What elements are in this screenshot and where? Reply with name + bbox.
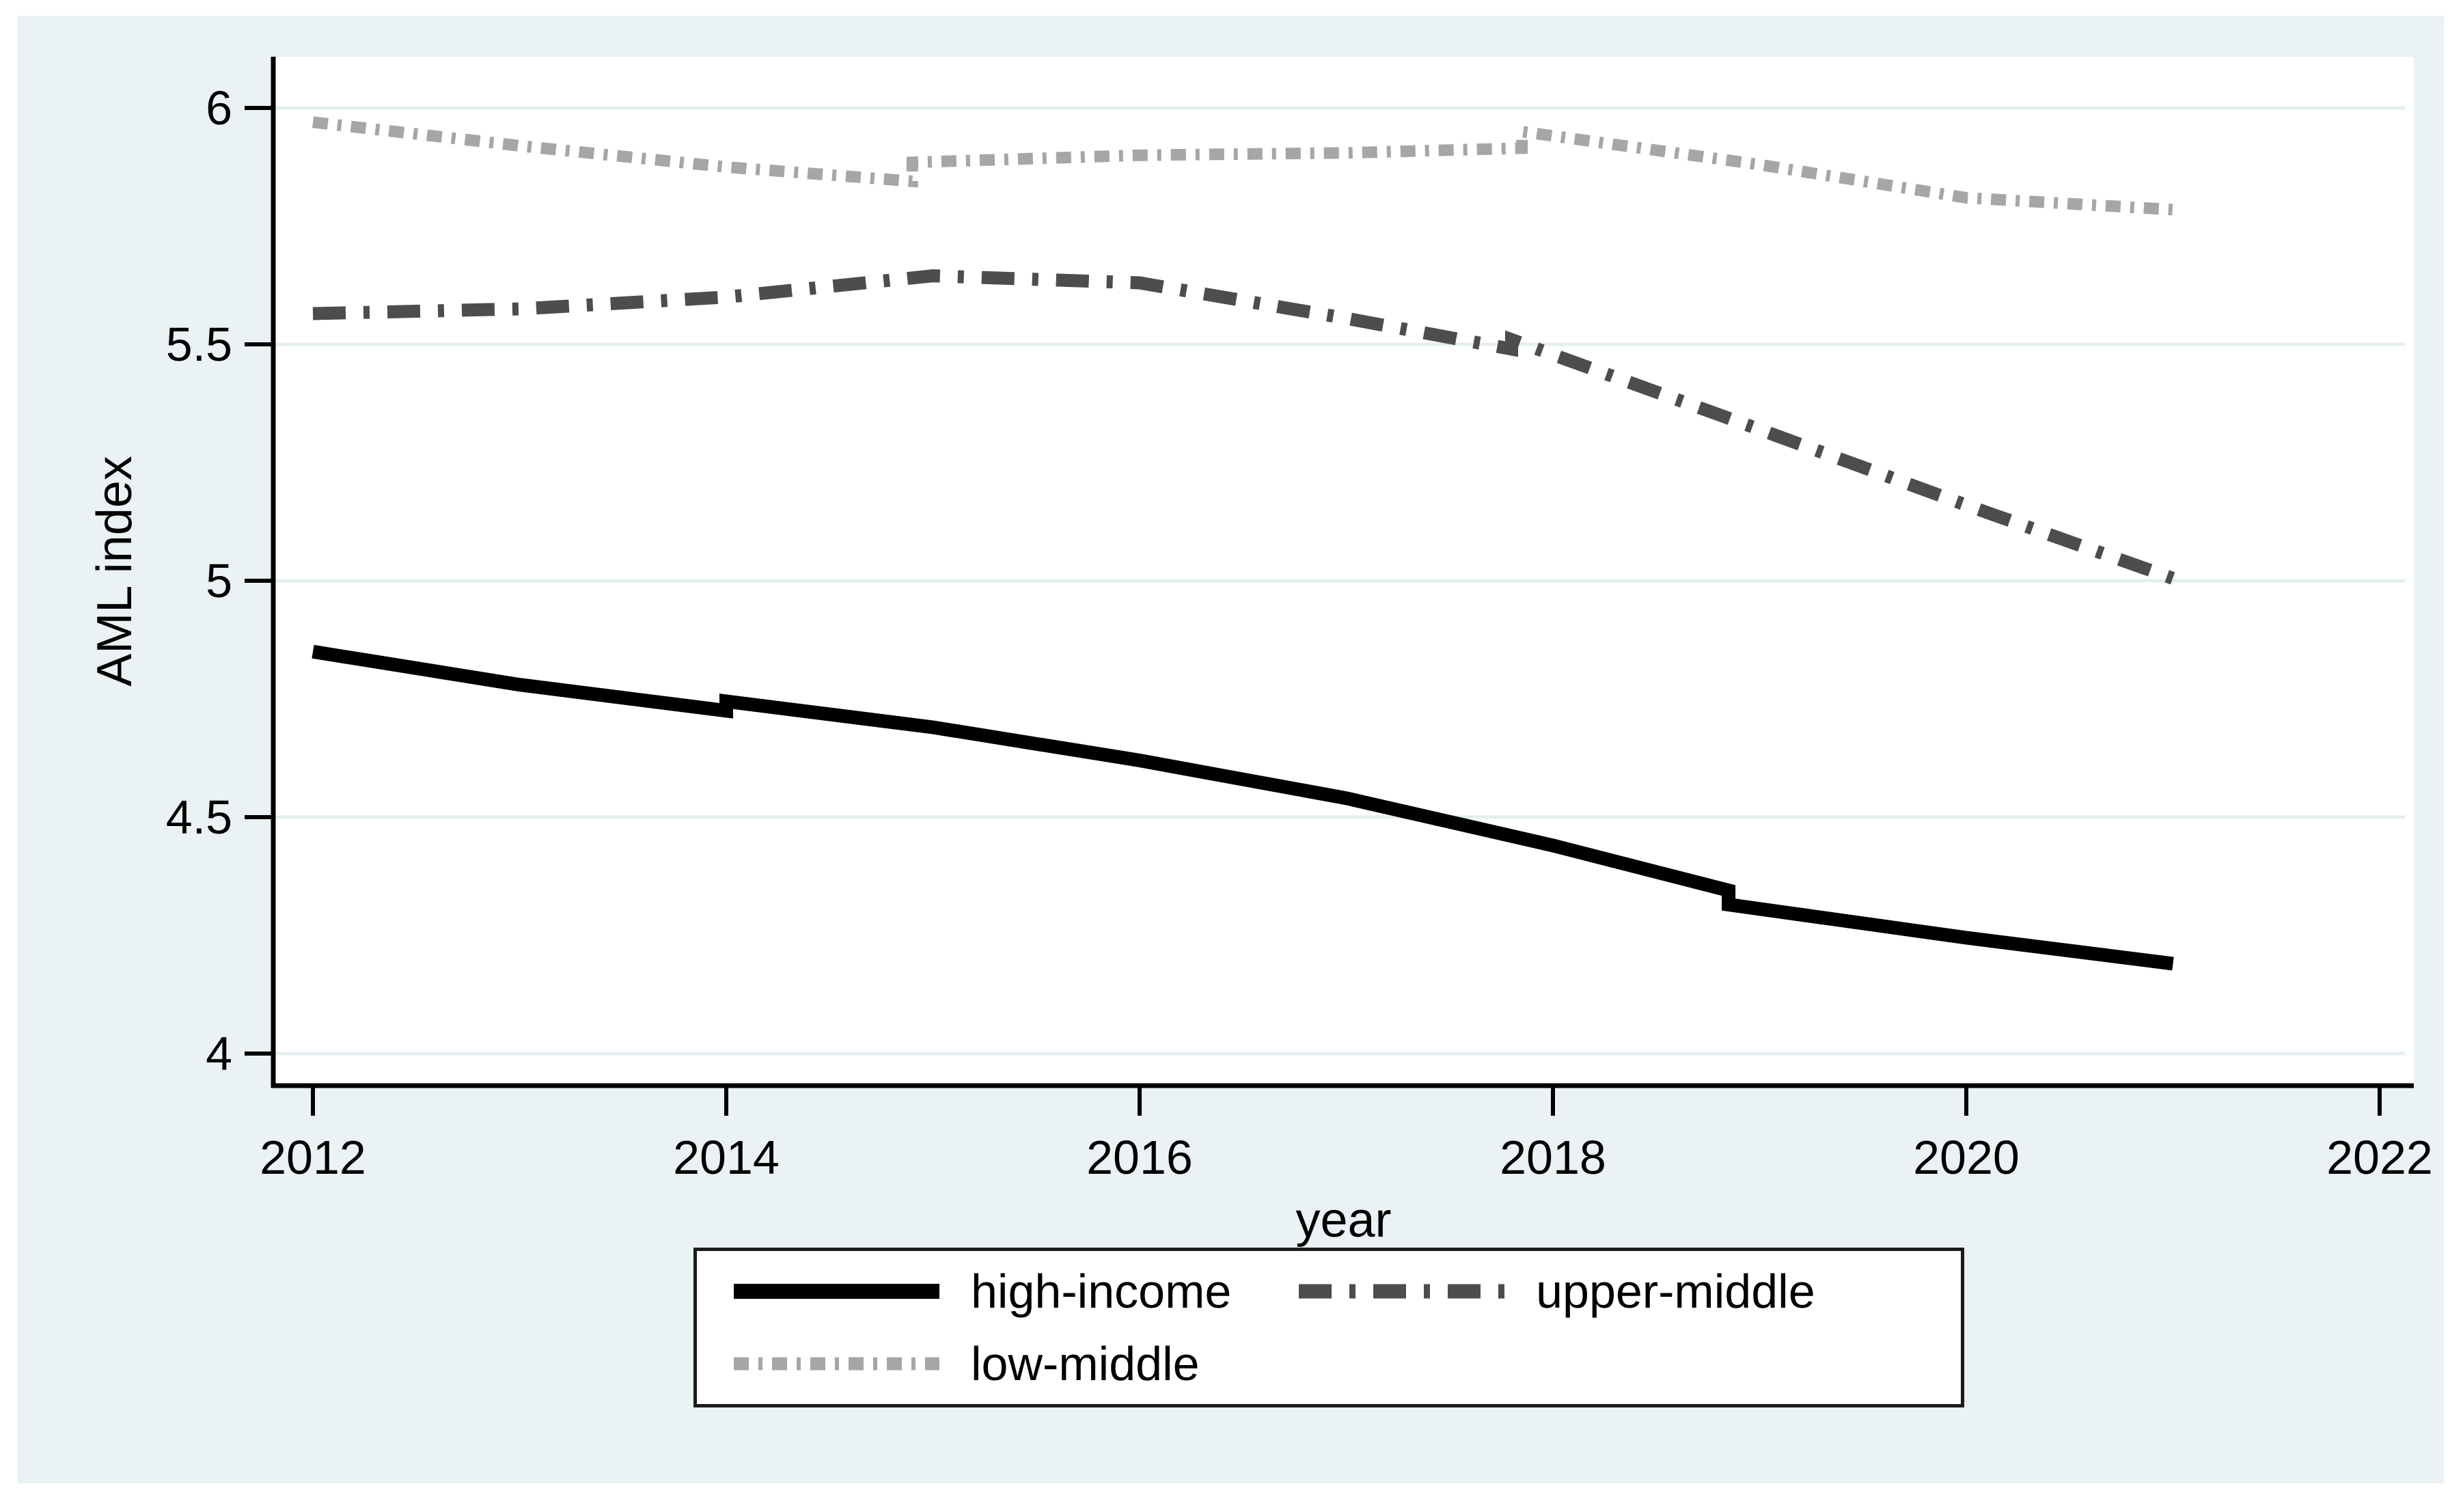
low-middle-line-swatch bbox=[734, 1357, 939, 1371]
legend-label-high-income: high-income bbox=[971, 1265, 1232, 1318]
x-axis-title: year bbox=[1295, 1193, 1392, 1248]
legend-label-upper-middle: upper-middle bbox=[1536, 1265, 1815, 1318]
x-tick-label-2014: 2014 bbox=[673, 1131, 780, 1184]
x-tick-label-2012: 2012 bbox=[260, 1131, 366, 1184]
legend-box: high-income upper-middle low-middle bbox=[693, 1248, 1964, 1407]
y-tick-label-5: 5 bbox=[206, 554, 232, 607]
y-tick-label-6: 6 bbox=[206, 81, 232, 135]
x-tick-label-2020: 2020 bbox=[1913, 1131, 2020, 1184]
y-axis-title: AML index bbox=[87, 456, 142, 687]
series-line-high-income bbox=[312, 644, 2174, 971]
plot-area bbox=[273, 57, 2414, 1086]
legend-label-low-middle: low-middle bbox=[971, 1337, 1200, 1390]
upper-middle-line-swatch bbox=[1299, 1284, 1505, 1299]
x-tick-label-2016: 2016 bbox=[1086, 1131, 1193, 1184]
y-tick-label-4.5: 4.5 bbox=[165, 791, 232, 844]
x-tick-label-2018: 2018 bbox=[1500, 1131, 1606, 1184]
y-tick-label-4: 4 bbox=[206, 1027, 232, 1080]
legend-item-high-income: high-income bbox=[732, 1264, 1297, 1319]
high-income-line-swatch bbox=[734, 1284, 939, 1299]
x-tick-label-2022: 2022 bbox=[2326, 1131, 2433, 1184]
legend-item-upper-middle: upper-middle bbox=[1297, 1264, 1961, 1319]
legend-item-low-middle: low-middle bbox=[732, 1336, 1297, 1391]
y-tick-label-5.5: 5.5 bbox=[165, 318, 232, 371]
